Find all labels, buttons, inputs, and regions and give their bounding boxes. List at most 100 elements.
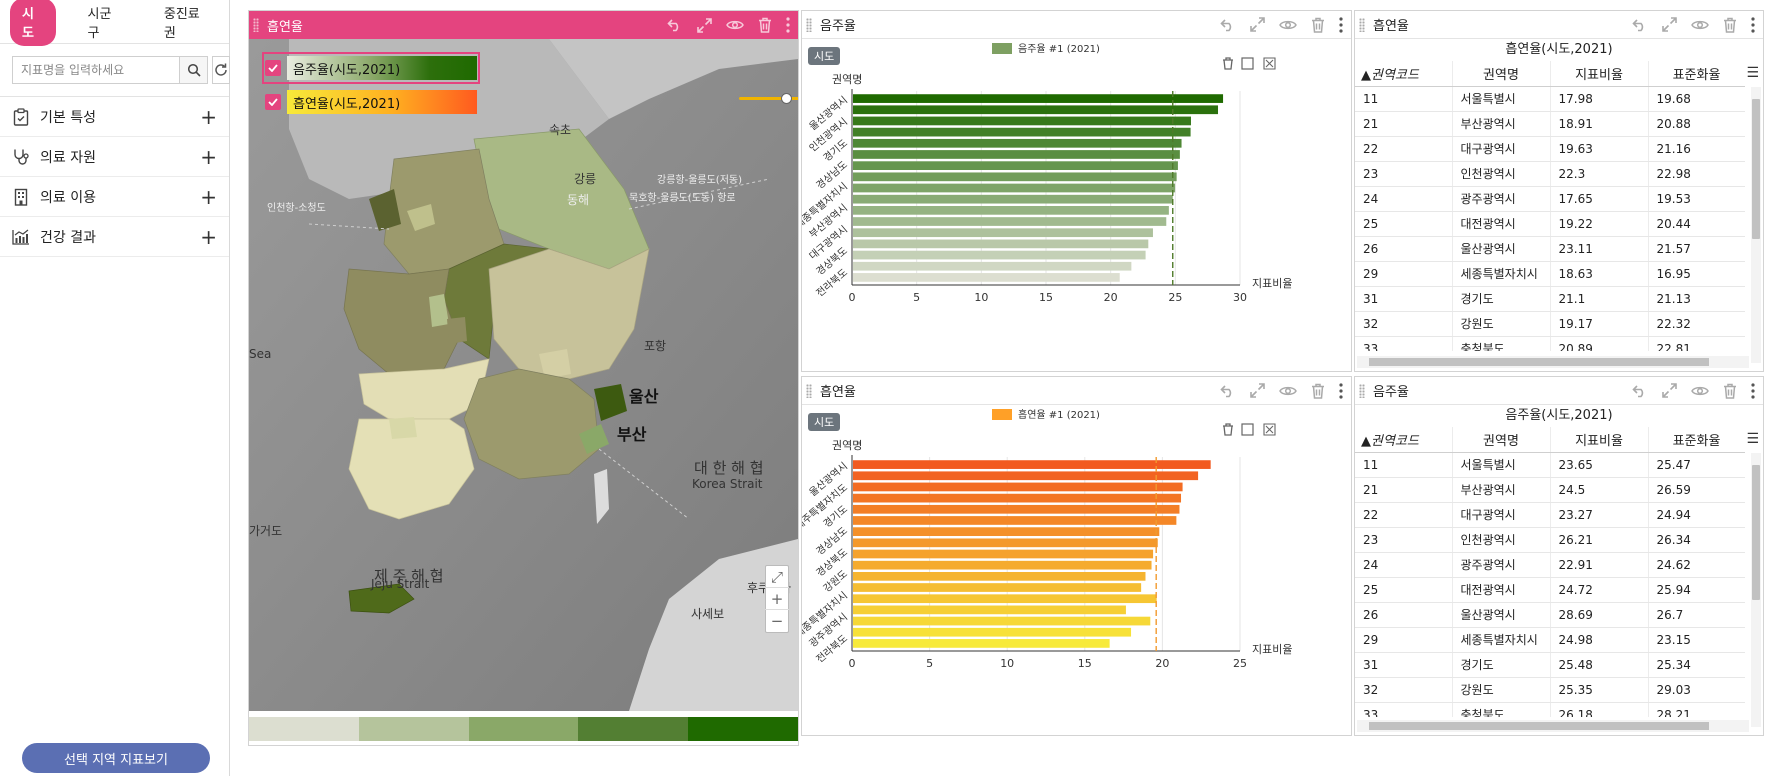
fullscreen-icon[interactable]: ⤢ [765,566,789,588]
trash-icon[interactable] [1723,383,1737,399]
bar[interactable]: 전라남도: 24.3 [853,217,1167,226]
bar[interactable]: 경기도: 25.48 [853,138,1182,148]
eye-icon[interactable] [1691,385,1709,397]
region-jeonbuk[interactable] [358,358,490,420]
layer-checkbox[interactable] [265,60,281,76]
table-row[interactable]: 33 충청북도 20.89 22.81 [1355,336,1745,351]
tab-medical-area[interactable]: 중진료권 [163,6,200,41]
tab-sigungu[interactable]: 시군구 [87,6,112,41]
region-incheon[interactable] [369,189,401,231]
bar[interactable]: 전라북도: 16.6 [853,639,1110,648]
trash-icon[interactable] [1311,17,1325,33]
table-row[interactable]: 25 대전광역시 19.22 20.44 [1355,211,1745,237]
bar[interactable]: 충청북도: 26.18 [853,127,1191,137]
undo-icon[interactable] [667,18,683,32]
bar[interactable]: 세종특별자치시: 18.63 [853,583,1142,592]
bar[interactable]: 대구광역시: 23.27 [853,228,1153,238]
select-area-icon[interactable] [1241,57,1254,70]
table-row[interactable]: 29 세종특별자치시 24.98 23.15 [1355,627,1745,653]
trash-icon[interactable] [758,17,772,33]
column-menu-icon[interactable]: ☰ [1746,65,1759,81]
bar[interactable]: 강원도: 25.35 [853,150,1180,159]
expand-icon[interactable] [1250,17,1265,32]
bar[interactable]: 서울광역시: 21.6 [853,261,1132,271]
column-header[interactable]: 표준화율 [1648,61,1745,87]
undo-icon[interactable] [1220,384,1236,398]
more-options-icon[interactable] [1339,382,1343,399]
bar[interactable]: 충청북도: 21.2 [853,493,1182,503]
table-row[interactable]: 33 충청북도 26.18 28.21 [1355,702,1745,717]
table-row[interactable]: 26 울산광역시 28.69 26.7 [1355,602,1745,628]
region-gyeongbuk[interactable] [488,248,650,380]
column-menu-icon[interactable]: ☰ [1746,431,1759,447]
select-area-icon[interactable] [1241,423,1254,436]
smoking-bar-chart[interactable]: 흡연율 #1 (2021) 권역명 0 5 10 15 20 25 지표비율 울산광역시: 23.… [802,405,1351,735]
table-row[interactable]: 23 인천광역시 22.3 22.98 [1355,161,1745,187]
column-header[interactable]: 표준화율 [1648,427,1745,453]
bar[interactable]: 부산광역시: 24.5 [853,205,1169,215]
region-ulsan[interactable] [594,384,627,421]
bar[interactable]: 전라남도: 20.9 [853,516,1177,525]
bar[interactable]: 전라북도: 20.7 [853,273,1120,282]
drinking-bar-chart[interactable]: 음주율 #1 (2021) 권역명 0 5 10 15 20 25 30 지표비율 울산광역시: 2… [802,39,1351,371]
column-header[interactable]: 권역명 [1452,61,1551,87]
horizontal-scrollbar[interactable] [1357,356,1749,368]
drag-handle-icon[interactable] [806,383,812,398]
region-jeju[interactable] [348,583,415,614]
more-options-icon[interactable] [786,17,790,33]
table-row[interactable]: 32 강원도 19.17 22.32 [1355,311,1745,337]
bar[interactable]: 강원도: 19.7 [853,538,1158,548]
more-options-icon[interactable] [1339,16,1343,33]
table-row[interactable]: 25 대전광역시 24.72 25.94 [1355,577,1745,603]
more-options-icon[interactable] [1751,382,1755,399]
table-row[interactable]: 31 경기도 21.1 21.13 [1355,286,1745,312]
region-seoul[interactable] [407,204,435,231]
region-gwangju[interactable] [389,417,417,439]
expand-icon[interactable]: + [200,104,217,129]
more-options-icon[interactable] [1751,16,1755,33]
region-chungnam[interactable] [343,268,460,375]
expand-icon[interactable]: + [200,144,217,169]
bar[interactable]: 세종특별자치시: 24.98 [853,183,1176,193]
tab-sido[interactable]: 시도 [10,0,56,46]
expand-icon[interactable] [1250,383,1265,398]
horizontal-scrollbar[interactable] [1357,720,1749,732]
bar[interactable]: 제주특별자치도: 22.3 [853,471,1199,481]
bar[interactable]: 광주광역시: 22.91 [853,239,1149,249]
column-header[interactable]: 지표비율 [1550,61,1649,87]
bar[interactable]: 서울특별시: 17.98 [853,627,1132,637]
zoom-in-button[interactable]: + [765,588,789,610]
bar[interactable]: 경상남도: 25.2 [853,161,1178,171]
legend-label[interactable]: 음주율 #1 (2021) [1018,43,1100,55]
expand-icon[interactable] [697,17,712,33]
layer-toggle-drinking[interactable]: 음주율(시도,2021) [262,52,480,84]
category-outcomes[interactable]: 건강 결과 + [0,217,229,257]
reset-zoom-icon[interactable] [1263,57,1276,70]
opacity-slider-knob[interactable] [781,93,792,104]
bar[interactable]: 인천광역시: 21.3 [853,482,1183,492]
search-input[interactable] [13,57,179,83]
trash-icon[interactable] [1223,423,1233,436]
table-row[interactable]: 32 강원도 25.35 29.03 [1355,677,1745,703]
table-row[interactable]: 11 서울특별시 23.65 25.47 [1355,452,1745,478]
bar[interactable]: 경기도: 21.1 [853,504,1180,514]
refresh-button[interactable] [212,56,230,84]
undo-icon[interactable] [1632,18,1648,32]
table-row[interactable]: 29 세종특별자치시 18.63 16.95 [1355,261,1745,287]
drag-handle-icon[interactable] [253,18,259,32]
table-row[interactable]: 24 광주광역시 22.91 24.62 [1355,552,1745,578]
column-header[interactable]: ▲권역코드 [1355,427,1453,453]
drag-handle-icon[interactable] [1359,17,1365,32]
bar[interactable]: 충청남도: 19.4 [853,549,1154,559]
map-canvas[interactable]: 음주율(시도,2021) 흡연율(시도,2021) 속초 강릉 동해 인천항-소… [249,39,798,711]
eye-icon[interactable] [1279,385,1297,397]
bar[interactable]: 대전광역시: 19.22 [853,616,1151,626]
opacity-slider[interactable] [739,93,798,104]
legend-label[interactable]: 흡연율 #1 (2021) [1018,408,1100,421]
bar[interactable]: 인천광역시: 26.21 [853,116,1191,126]
bar[interactable]: 부산광역시: 18.91 [853,571,1146,581]
region-gyeongnam[interactable] [463,368,600,480]
column-header[interactable]: 지표비율 [1550,427,1649,453]
eye-icon[interactable] [1279,19,1297,31]
bar[interactable]: 경상남도: 19.8 [853,527,1160,537]
